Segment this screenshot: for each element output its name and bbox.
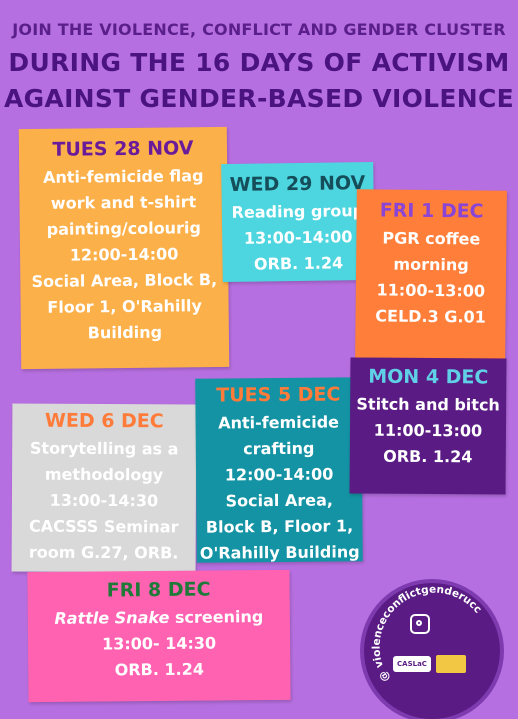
- event-line: Building: [87, 322, 163, 343]
- event-location: ORB. 1.24: [114, 659, 204, 680]
- event-time: 12:00-14:00: [69, 244, 179, 265]
- event-day: MON 4 DEC: [368, 365, 489, 389]
- event-location: room G.27, ORB.: [28, 542, 179, 563]
- event-line: PGR coffee: [382, 228, 481, 249]
- event-line: Floor 1, O'Rahilly: [47, 296, 202, 317]
- event-line: Anti-femicide flag: [42, 166, 204, 187]
- event-day: FRI 1 DEC: [379, 199, 484, 223]
- event-line: Stitch and bitch: [356, 394, 500, 415]
- event-time: 13:00-14:30: [49, 490, 159, 511]
- event-time: 11:00-13:00: [373, 420, 483, 441]
- header-line-1: JOIN THE VIOLENCE, CONFLICT AND GENDER C…: [12, 20, 506, 39]
- event-card-mon-4-dec: MON 4 DEC Stitch and bitch 11:00-13:00 O…: [349, 357, 507, 495]
- event-card-tues-5-dec: TUES 5 DEC Anti-femicide crafting 12:00-…: [195, 377, 363, 563]
- ucc-logo: [436, 655, 466, 673]
- event-line: morning: [393, 254, 469, 275]
- social-handle-arc: @ violenceconflictgenderucc: [371, 584, 484, 684]
- event-line: Block B, Floor 1,: [205, 516, 354, 537]
- event-location: CELD.3 G.01: [375, 306, 486, 327]
- event-line: work and t-shirt: [50, 192, 197, 213]
- event-line: Social Area, Block B,: [31, 270, 218, 291]
- event-time: 11:00-13:00: [376, 280, 486, 301]
- event-card-wed-29-nov: WED 29 NOV Reading group 13:00-14:00 ORB…: [221, 161, 375, 283]
- event-card-wed-6-dec: WED 6 DEC Storytelling as a methodology …: [11, 403, 197, 573]
- event-line: methodology: [44, 464, 164, 485]
- event-title: Rattle Snake screening: [28, 604, 290, 632]
- event-day: WED 29 NOV: [229, 172, 366, 196]
- event-location: ORB. 1.24: [383, 446, 473, 467]
- event-day: TUES 28 NOV: [52, 137, 194, 161]
- event-day: TUES 5 DEC: [216, 383, 341, 407]
- header-line-3: AGAINST GENDER-BASED VIOLENCE: [3, 84, 515, 113]
- event-line: Social Area,: [225, 490, 334, 511]
- event-card-fri-1-dec: FRI 1 DEC PGR coffee morning 11:00-13:00…: [355, 189, 507, 361]
- caslac-logo: CASLaC: [393, 656, 431, 672]
- event-location: ORB. 1.24: [253, 253, 344, 274]
- event-day: FRI 8 DEC: [106, 578, 211, 602]
- event-title-italic: Rattle Snake: [54, 607, 170, 628]
- instagram-icon[interactable]: [410, 614, 430, 634]
- event-line: painting/colourig: [46, 218, 201, 239]
- event-line: CACSSS Seminar: [28, 516, 179, 537]
- event-card-tue-28-nov: TUES 28 NOV Anti-femicide flag work and …: [18, 126, 230, 370]
- event-line: crafting: [243, 438, 315, 459]
- event-title-rest: screening: [169, 607, 264, 627]
- event-day: WED 6 DEC: [44, 409, 164, 433]
- event-line: Storytelling as a: [29, 438, 179, 459]
- event-line: Anti-femicide: [218, 412, 340, 433]
- event-line: Reading group: [231, 201, 365, 222]
- event-time: 13:00- 14:30: [101, 633, 217, 654]
- event-time: 13:00-14:00: [243, 227, 353, 248]
- event-time: 12:00-14:00: [224, 464, 334, 485]
- event-card-fri-8-dec: FRI 8 DEC Rattle Snake screening 13:00- …: [27, 569, 291, 703]
- event-line: O'Rahilly Building: [199, 542, 360, 563]
- header-line-2: DURING THE 16 DAYS OF ACTIVISM: [8, 48, 510, 77]
